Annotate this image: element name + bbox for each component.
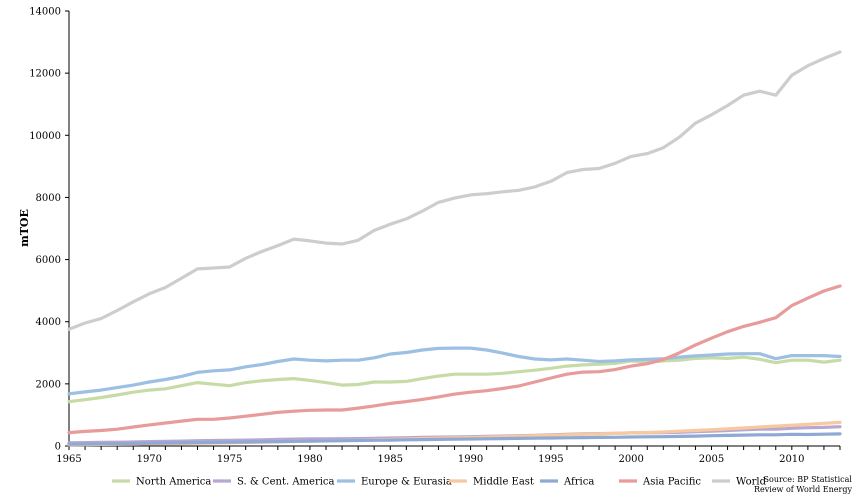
y-tick-label: 12000 — [29, 69, 61, 80]
x-tick-label: 1970 — [137, 454, 162, 465]
y-tick-label: 8000 — [36, 193, 61, 204]
y-tick-label: 14000 — [29, 7, 61, 18]
x-tick-label: 1965 — [56, 454, 81, 465]
series-line-asia-pacific — [67, 284, 842, 435]
axes: 0 2000 4000 6000 8000 10000 12000 14000 1965 1970… — [29, 7, 841, 465]
x-tick-label: 2000 — [618, 454, 643, 465]
x-tick-label: 1980 — [297, 454, 322, 465]
x-tick-label: 1975 — [217, 454, 242, 465]
legend-label-north-america: North America — [136, 477, 211, 488]
x-tick-label: 1990 — [458, 454, 483, 465]
y-axis-title: mTOE — [18, 209, 31, 247]
x-tick-label: 1995 — [538, 454, 563, 465]
legend-label-asia-pacific: Asia Pacific — [642, 477, 701, 488]
x-tick-label: 2005 — [699, 454, 724, 465]
y-tick-label: 4000 — [36, 317, 61, 328]
legend-label-s-cent-america: S. & Cent. America — [237, 477, 335, 488]
series-line-world — [67, 50, 842, 331]
source-note-line-1: Source: BP Statistical — [764, 475, 853, 484]
series-line-europe-eurasia — [67, 346, 842, 396]
legend-label-europe-eurasia: Europe & Eurasia — [361, 477, 452, 488]
y-tick-label: 2000 — [36, 379, 61, 390]
y-tick-label: 0 — [55, 442, 61, 453]
series-line-north-america — [67, 355, 842, 404]
x-tick-label: 2010 — [779, 454, 804, 465]
legend-label-middle-east: Middle East — [473, 477, 534, 488]
y-tick-label: 10000 — [29, 131, 61, 142]
legend-label-africa: Africa — [563, 477, 594, 488]
series-lines — [67, 50, 842, 447]
legend-label-world: World — [736, 477, 767, 488]
series-line-africa — [67, 432, 842, 446]
x-tick-label: 1985 — [378, 454, 403, 465]
y-tick-label: 6000 — [36, 255, 61, 266]
legend: North America S. & Cent. America Europe & … — [112, 477, 767, 488]
source-note-line-2: Review of World Energy — [754, 485, 852, 494]
